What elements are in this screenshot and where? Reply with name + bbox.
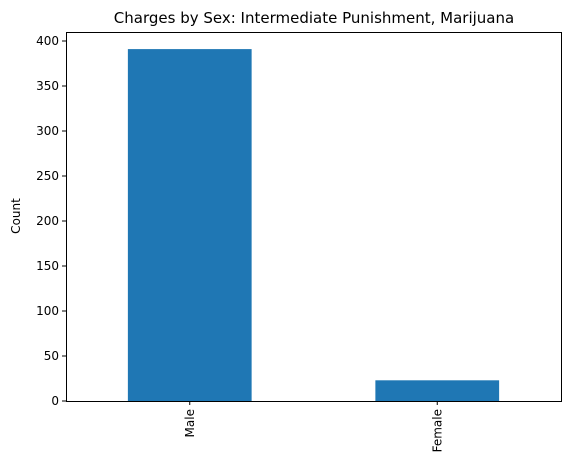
y-tick-label: 0	[51, 394, 59, 408]
y-tick-label: 50	[44, 349, 59, 363]
bar-male	[127, 49, 252, 401]
chart-title: Charges by Sex: Intermediate Punishment,…	[114, 9, 514, 27]
y-tick-label: 200	[36, 214, 59, 228]
bars-group	[127, 49, 500, 401]
y-tick-label: 400	[36, 34, 59, 48]
y-tick-label: 250	[36, 169, 59, 183]
x-axis-ticks: Male Female	[183, 401, 444, 452]
y-tick-label: 150	[36, 259, 59, 273]
y-tick-label: 350	[36, 79, 59, 93]
y-tick-label: 300	[36, 124, 59, 138]
x-tick-label-female: Female	[430, 409, 444, 452]
bar-female	[375, 380, 500, 401]
x-tick-label-male: Male	[183, 409, 197, 437]
y-axis-label: Count	[9, 198, 23, 234]
y-axis-ticks: 0 50 100 150 200 250 300 350 400	[36, 34, 66, 408]
y-tick-label: 100	[36, 304, 59, 318]
plot-area-frame	[66, 32, 562, 402]
